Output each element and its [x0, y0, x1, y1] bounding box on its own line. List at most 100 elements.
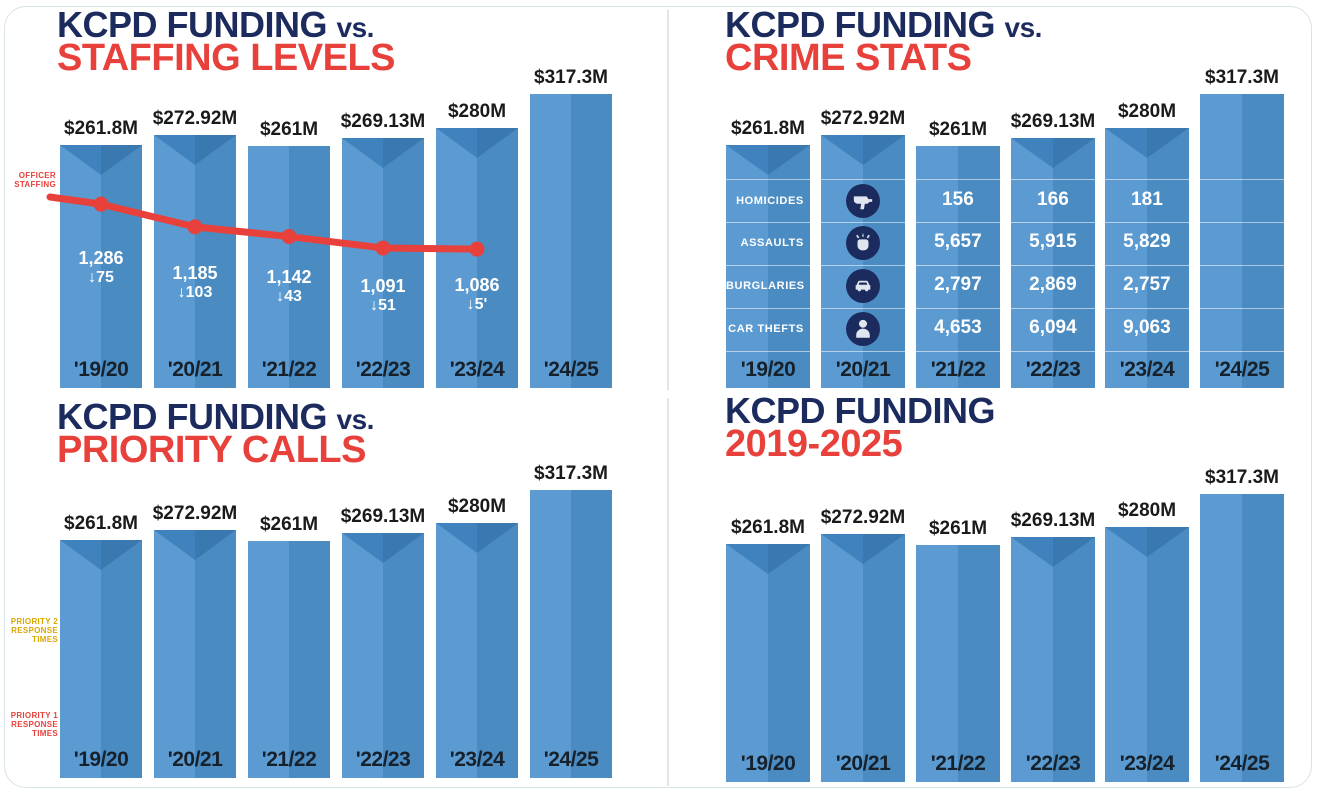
bar-body	[821, 534, 905, 782]
x-axis-label: '24/25	[1214, 358, 1270, 381]
legend-line1: OFFICER	[18, 171, 56, 180]
bar-value-label: $272.92M	[152, 108, 238, 129]
funding-bar: $261.8M '19/20	[60, 118, 142, 388]
panel-funding-vs-priority: KCPD FUNDING vs. PRIORITY CALLS PRIORITY…	[0, 396, 660, 793]
legend-priority-1: PRIORITY 1 RESPONSE TIMES	[4, 711, 58, 739]
crime-row-label: BURGLARIES	[726, 280, 805, 292]
legend-line2: RESPONSE	[11, 625, 58, 635]
bar-body	[1105, 128, 1189, 388]
funding-bar: $272.92M '20/21	[821, 507, 905, 782]
staffing-delta: ↓51	[370, 297, 396, 315]
staffing-count: 1,091	[360, 276, 406, 297]
bar-value-label: $272.92M	[820, 108, 906, 129]
funding-bar: $317.3M '24/25	[1200, 467, 1284, 782]
panel-title-priority: KCPD FUNDING vs. PRIORITY CALLS	[57, 399, 375, 470]
staffing-point-label: 1,286 ↓75	[78, 248, 123, 287]
bar-value-label: $261M	[928, 119, 988, 140]
bar-body	[154, 135, 236, 388]
crime-row-divider	[726, 351, 1284, 352]
crime-stat-value: 6,094	[1029, 317, 1077, 338]
funding-bar: $261M '21/22	[248, 119, 330, 388]
funding-bar: $269.13M '22/23	[1011, 510, 1095, 782]
funding-bar: $261.8M '19/20	[60, 513, 142, 778]
legend-line3: TIMES	[32, 728, 58, 738]
crime-stat-value: 166	[1037, 189, 1069, 210]
funding-bar: $269.13M '22/23	[341, 506, 425, 778]
bar-value-label: $269.13M	[1010, 510, 1096, 531]
legend-line1: PRIORITY 2	[10, 617, 58, 626]
x-axis-label: '20/21	[835, 358, 891, 381]
funding-bar: $261.8M '19/20	[726, 118, 810, 388]
legend-line3: TIMES	[32, 634, 58, 644]
x-axis-label: '19/20	[73, 748, 129, 771]
bar-group-priority: $261.8M '19/20 $272.92M '20/21 $261M '21/22 $2…	[60, 463, 612, 778]
funding-bar: $280M '23/24	[1105, 500, 1189, 782]
panel-funding-vs-crime: KCPD FUNDING vs. CRIME STATS $261.8M '19/…	[670, 0, 1318, 396]
crime-row-label: ASSAULTS	[740, 237, 804, 249]
bar-value-label: $317.3M	[534, 463, 608, 484]
title-vs: vs.	[336, 12, 375, 43]
bar-group-staffing: $261.8M '19/20 $272.92M '20/21 $261M '21/22 $2…	[60, 67, 612, 388]
x-axis-label: '21/22	[261, 748, 317, 771]
legend-line2: RESPONSE	[11, 719, 58, 729]
bar-value-label: $272.92M	[820, 507, 906, 528]
staffing-count: 1,086	[454, 275, 500, 296]
crime-stat-value: 181	[1131, 189, 1163, 210]
legend-officer-staffing: OFFICER STAFFING	[4, 171, 56, 190]
funding-bar: $280M '23/24	[1105, 101, 1189, 388]
bar-body	[154, 530, 236, 778]
bar-body	[436, 523, 518, 778]
title-line2: STAFFING LEVELS	[57, 37, 396, 80]
bar-value-label: $280M	[447, 101, 507, 122]
staffing-point-label: 1,142 ↓43	[266, 267, 311, 306]
crime-row-divider	[726, 265, 1284, 266]
crime-stat-value: 5,657	[934, 231, 982, 252]
x-axis-label: '22/23	[355, 748, 411, 771]
panel-title-staffing: KCPD FUNDING vs. STAFFING LEVELS	[57, 7, 396, 80]
title-line1: KCPD FUNDING	[725, 4, 996, 45]
funding-bar: $269.13M '22/23	[341, 111, 425, 388]
bar-body	[530, 94, 612, 388]
title-vs: vs.	[336, 404, 375, 435]
title-line1: KCPD FUNDING	[57, 4, 328, 45]
staffing-count: 1,142	[266, 266, 312, 287]
bar-body	[1200, 494, 1284, 782]
staffing-point-label: 1,086 ↓5'	[454, 275, 499, 314]
x-axis-label: '20/21	[835, 752, 891, 775]
funding-bar: $261M '21/22	[916, 119, 1000, 388]
vertical-divider-top	[667, 10, 669, 390]
panel-title-crime: KCPD FUNDING vs. CRIME STATS	[725, 7, 1043, 80]
x-axis-label: '23/24	[449, 748, 505, 771]
bar-value-label: $280M	[1117, 500, 1177, 521]
vertical-divider-bottom	[667, 398, 669, 786]
bar-value-label: $269.13M	[340, 111, 426, 132]
title-vs: vs.	[1004, 12, 1043, 43]
bar-value-label: $317.3M	[1205, 67, 1279, 88]
funding-bar: $317.3M '24/25	[530, 463, 612, 778]
legend-line1: PRIORITY 1	[10, 711, 58, 720]
x-axis-label: '23/24	[1119, 358, 1175, 381]
title-line2: CRIME STATS	[725, 37, 972, 80]
title-line2: 2019-2025	[725, 423, 903, 466]
crime-row-label: HOMICIDES	[736, 195, 804, 207]
bar-value-label: $269.13M	[340, 506, 426, 527]
bar-value-label: $261M	[928, 518, 988, 539]
funding-bar: $272.92M '20/21	[153, 503, 237, 778]
gun-icon	[845, 184, 880, 218]
staffing-point-label: 1,091 ↓51	[360, 276, 405, 315]
x-axis-label: '23/24	[1119, 752, 1175, 775]
x-axis-label: '19/20	[740, 358, 796, 381]
funding-bar: $280M '23/24	[436, 101, 518, 388]
x-axis-label: '20/21	[167, 748, 223, 771]
staffing-count: 1,185	[172, 262, 218, 283]
bar-body	[248, 541, 330, 778]
staffing-count: 1,286	[78, 248, 124, 269]
crime-row-divider	[726, 179, 1284, 180]
staffing-point-label: 1,185 ↓103	[172, 263, 217, 302]
crime-row-label: CAR THEFTS	[728, 323, 804, 335]
title-line1: KCPD FUNDING	[57, 396, 328, 437]
bar-body	[248, 146, 330, 388]
x-axis-label: '24/25	[543, 358, 599, 381]
bar-body	[1105, 527, 1189, 782]
bar-value-label: $261.8M	[731, 118, 805, 139]
